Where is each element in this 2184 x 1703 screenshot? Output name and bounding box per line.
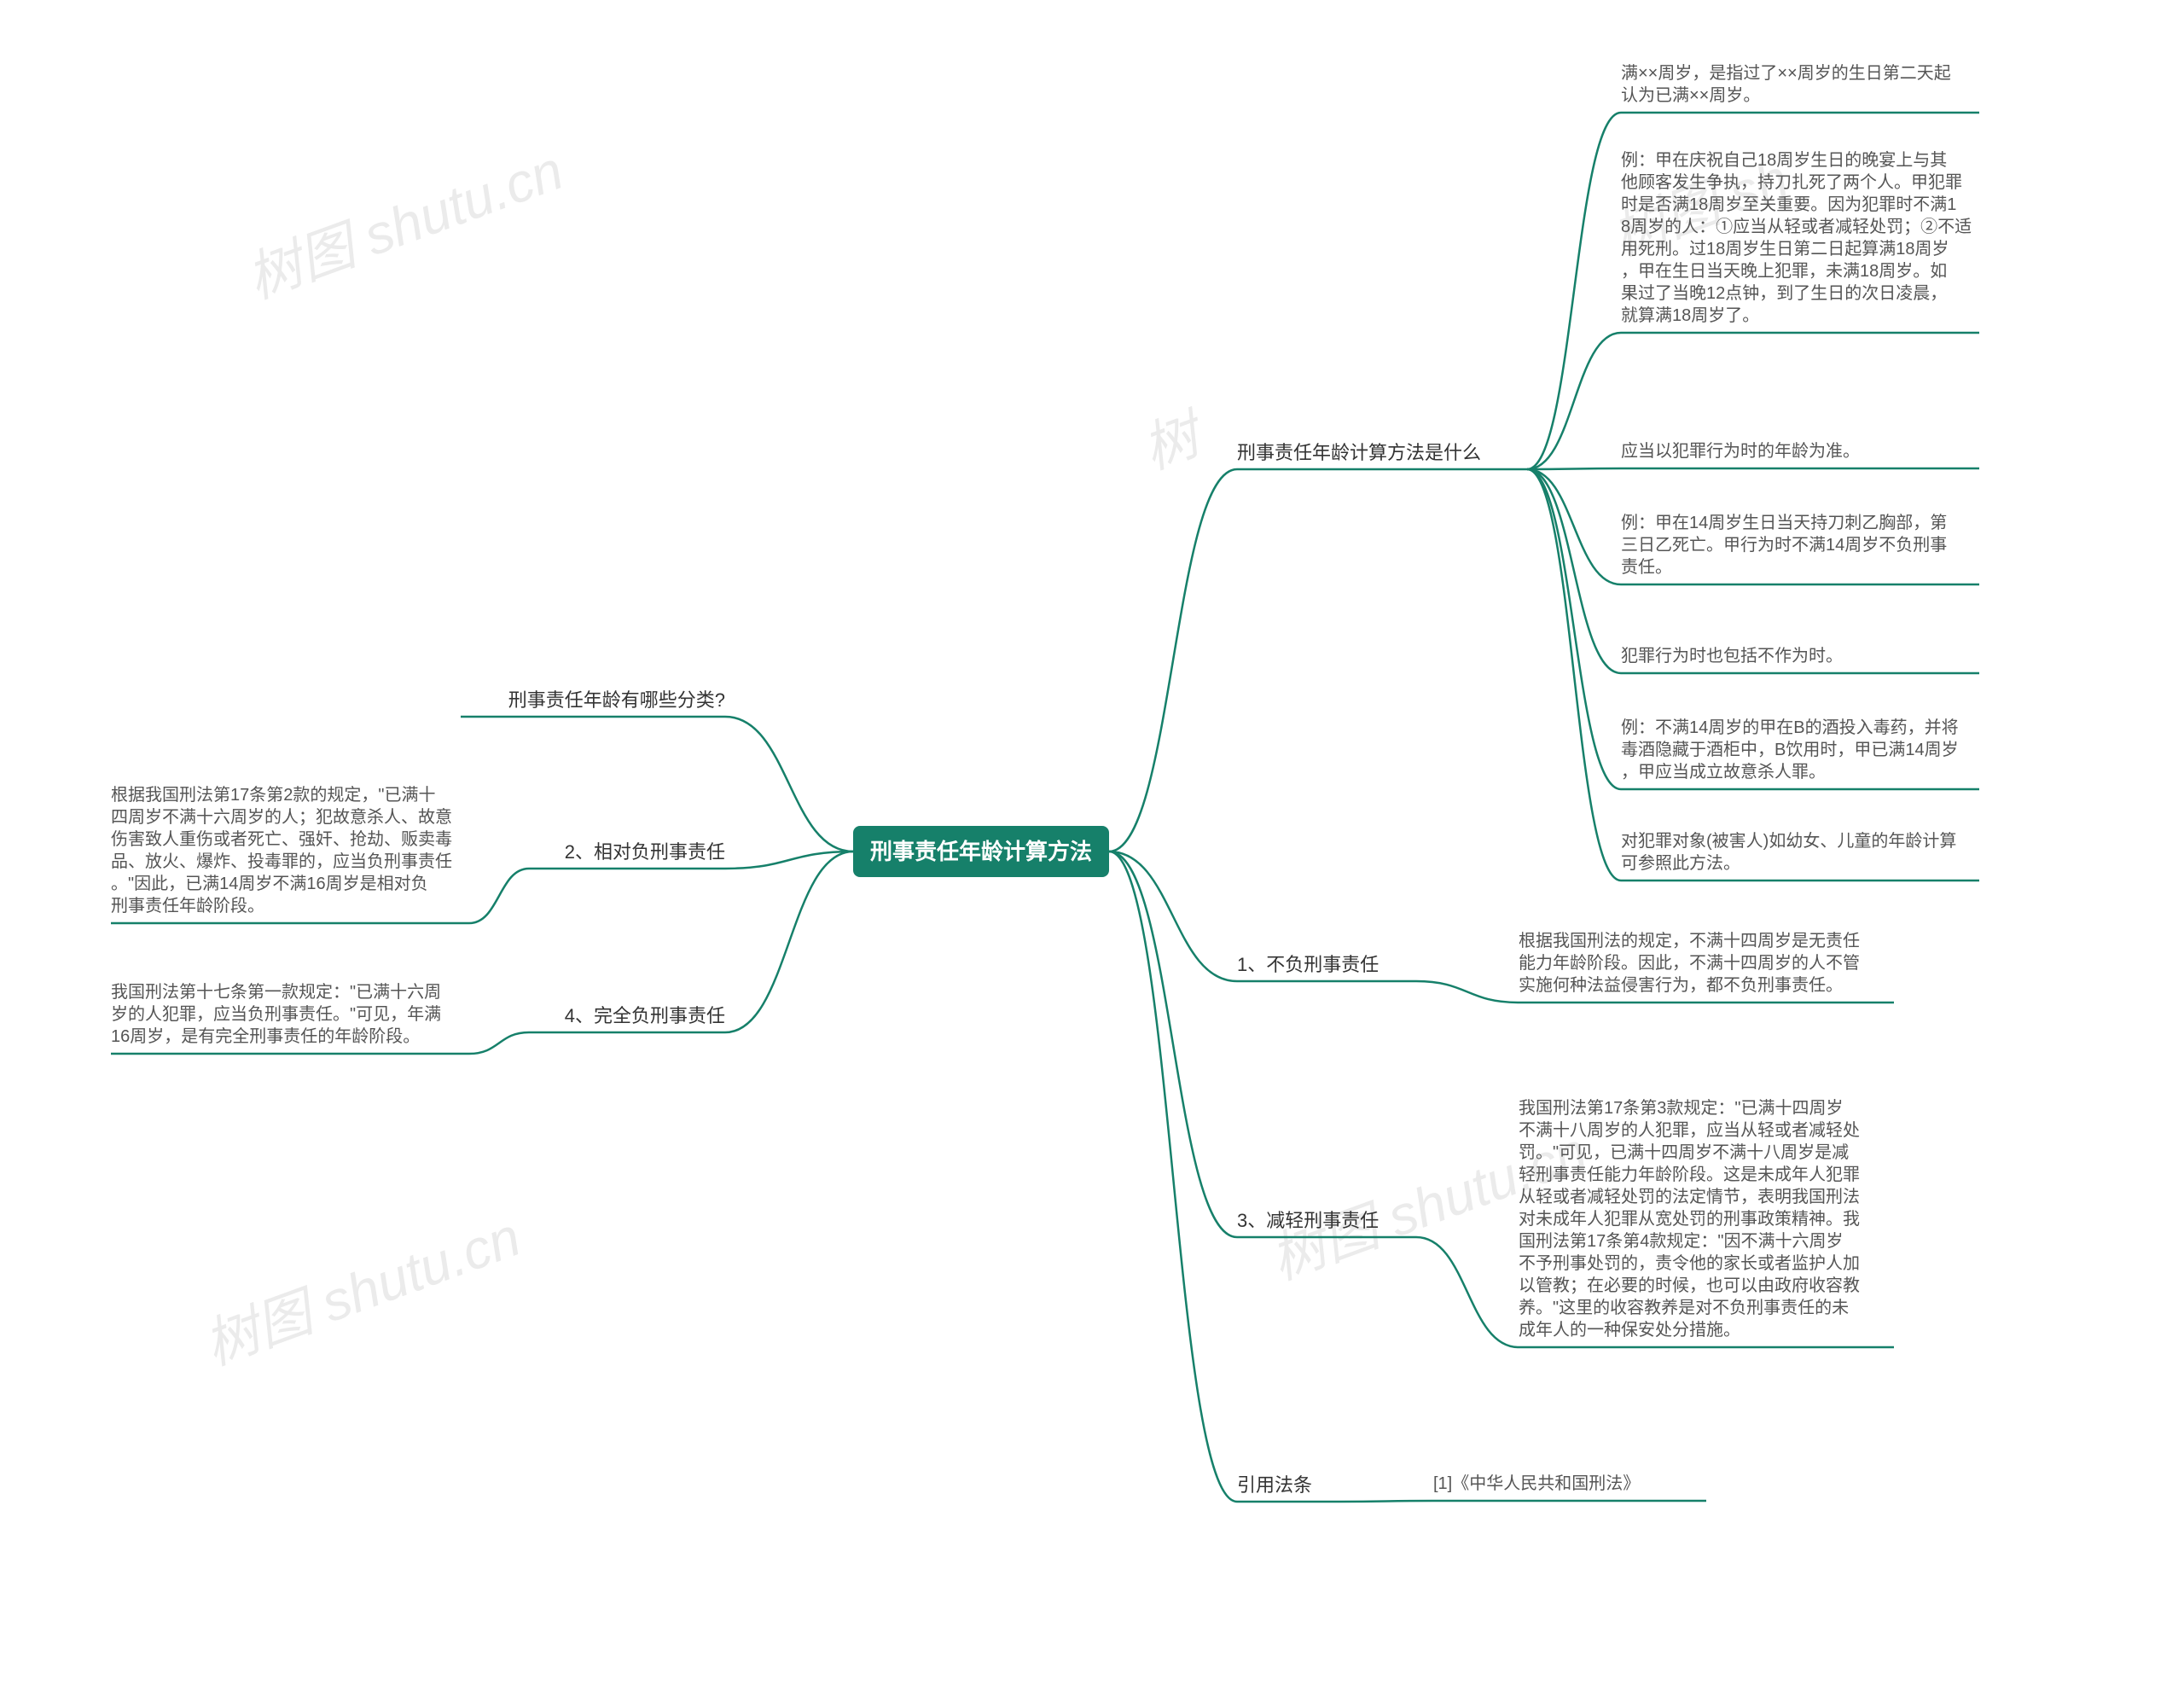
link-center-branch [725, 717, 853, 852]
link-center-branch [1109, 469, 1237, 852]
link-center-branch [1109, 852, 1237, 1502]
branch-label: 3、减轻刑事责任 [1237, 1210, 1379, 1231]
branch-label: 引用法条 [1237, 1474, 1312, 1496]
mindmap-canvas: 树图 shutu.cn树图 shutu.cn树图 sh树图 shutu.cn树刑… [0, 0, 2184, 1703]
branch-label: 4、完全负刑事责任 [565, 1005, 725, 1026]
link-center-branch [725, 852, 853, 869]
watermark: 树 [1135, 402, 1213, 480]
link-branch-leaf [469, 869, 529, 923]
link-branch-leaf [1527, 469, 1621, 881]
leaf-text: 满××周岁，是指过了××周岁的生日第二天起认为已满××周岁。 [1621, 63, 1951, 105]
link-branch-leaf [1339, 1501, 1433, 1502]
leaf-text: 例：不满14周岁的甲在B的酒投入毒药，并将毒酒隐藏于酒柜中，B饮用时，甲已满14… [1621, 718, 1959, 782]
link-branch-leaf [1416, 1237, 1519, 1347]
leaf-text: 对犯罪对象(被害人)如幼女、儿童的年龄计算可参照此方法。 [1621, 831, 1956, 873]
link-branch-leaf [1527, 469, 1621, 673]
leaf-text: 根据我国刑法的规定，不满十四周岁是无责任能力年龄阶段。因此，不满十四周岁的人不管… [1519, 931, 1860, 995]
watermark: 树图 shutu.cn [196, 1206, 528, 1376]
leaf-text: 例：甲在14周岁生日当天持刀刺乙胸部，第三日乙死亡。甲行为时不满14周岁不负刑事… [1621, 513, 1947, 577]
link-branch-leaf [1416, 981, 1519, 1003]
link-branch-leaf [1527, 113, 1621, 469]
link-branch-leaf [469, 1032, 529, 1054]
leaf-text: 根据我国刑法第17条第2款的规定，"已满十四周岁不满十六周岁的人；犯故意杀人、故… [111, 785, 452, 915]
branch-label: 刑事责任年龄计算方法是什么 [1237, 442, 1481, 463]
link-branch-leaf [1527, 469, 1621, 789]
link-branch-leaf [1527, 333, 1621, 469]
leaf-text: 我国刑法第十七条第一款规定："已满十六周岁的人犯罪，应当负刑事责任。"可见，年满… [111, 982, 441, 1046]
center-label: 刑事责任年龄计算方法 [870, 839, 1092, 864]
link-center-branch [725, 852, 853, 1032]
watermark: 树图 shutu.cn [239, 139, 571, 310]
link-center-branch [1109, 852, 1237, 981]
leaf-text: 犯罪行为时也包括不作为时。 [1621, 646, 1843, 666]
branch-label: 刑事责任年龄有哪些分类? [508, 689, 725, 711]
branch-label: 2、相对负刑事责任 [565, 841, 725, 863]
leaf-text: 应当以犯罪行为时的年龄为准。 [1621, 441, 1860, 461]
link-branch-leaf [1527, 468, 1621, 469]
leaf-text: [1]《中华人民共和国刑法》 [1433, 1473, 1640, 1493]
leaf-text: 我国刑法第17条第3款规定："已满十四周岁不满十八周岁的人犯罪，应当从轻或者减轻… [1519, 1098, 1860, 1340]
branch-label: 1、不负刑事责任 [1237, 954, 1379, 975]
